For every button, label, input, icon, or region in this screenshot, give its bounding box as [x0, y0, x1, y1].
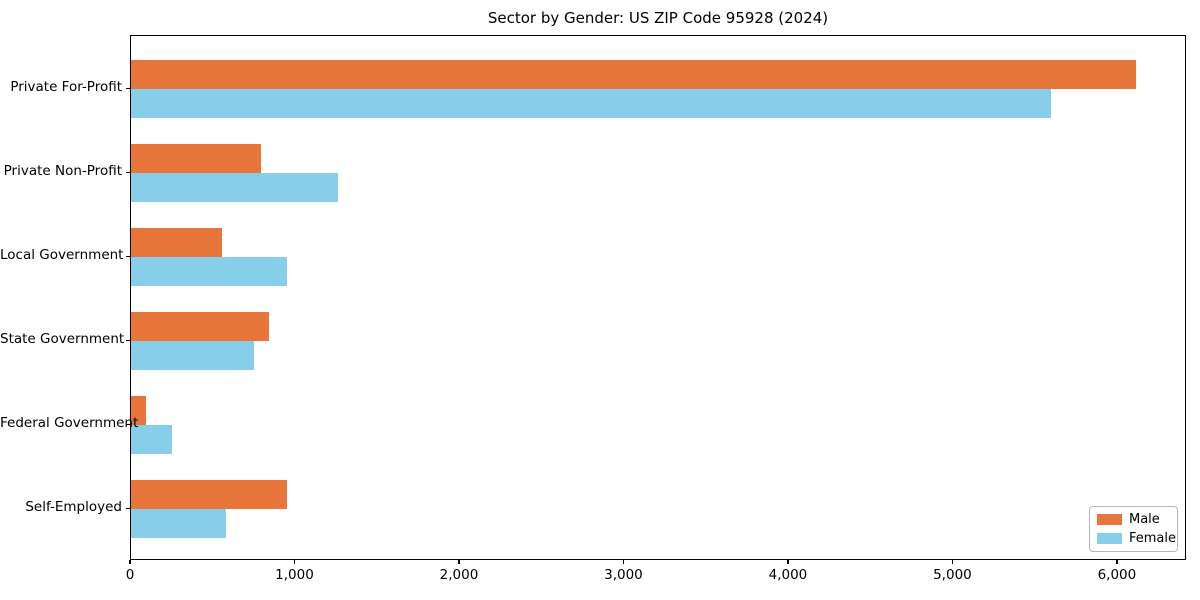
- ytick-label: Private Non-Profit: [3, 163, 122, 179]
- bar-female-1: [131, 173, 339, 202]
- bar-male-4: [131, 396, 146, 425]
- bar-female-2: [131, 257, 288, 286]
- legend-label: Male: [1129, 512, 1160, 527]
- bar-male-2: [131, 228, 222, 257]
- bar-female-3: [131, 341, 255, 370]
- bar-female-5: [131, 509, 227, 538]
- legend-swatch-female: [1097, 533, 1122, 544]
- ytick-mark: [126, 423, 130, 425]
- xtick-mark: [293, 560, 296, 564]
- ytick-mark: [126, 255, 130, 257]
- xtick-mark: [1116, 560, 1118, 564]
- bar-female-0: [131, 89, 1051, 118]
- ytick-label: Private For-Profit: [10, 79, 122, 95]
- xtick-mark: [129, 560, 131, 564]
- ytick-label: Self-Employed: [25, 499, 122, 515]
- xtick-mark: [622, 560, 625, 564]
- xtick-label: 0: [125, 567, 135, 583]
- ytick-mark: [126, 339, 130, 341]
- legend-entry-male: Male: [1097, 512, 1170, 527]
- legend: Male Female: [1089, 506, 1178, 552]
- ytick-label: Local Government: [0, 247, 124, 263]
- ytick-mark: [126, 171, 130, 173]
- xtick-label: 3,000: [604, 567, 643, 583]
- xtick-label: 1,000: [275, 567, 314, 583]
- xtick-mark: [787, 560, 789, 564]
- legend-entry-female: Female: [1097, 531, 1176, 546]
- ytick-mark: [126, 87, 130, 89]
- ytick-label: Federal Government: [0, 415, 139, 431]
- chart-title: Sector by Gender: US ZIP Code 95928 (202…: [487, 9, 829, 27]
- xtick-mark: [951, 560, 954, 564]
- legend-swatch-male: [1097, 514, 1122, 525]
- bar-male-3: [131, 312, 270, 341]
- xtick-label: 2,000: [439, 567, 479, 583]
- bar-male-5: [131, 480, 288, 509]
- ytick-mark: [126, 507, 130, 509]
- xtick-label: 4,000: [768, 567, 808, 583]
- bar-female-4: [131, 425, 173, 454]
- bar-male-1: [131, 144, 261, 173]
- plot-area: [130, 35, 1186, 560]
- xtick-label: 5,000: [933, 567, 972, 583]
- ytick-label: State Government: [0, 331, 125, 347]
- bar-male-0: [131, 60, 1136, 89]
- xtick-mark: [458, 560, 460, 564]
- legend-label: Female: [1129, 531, 1177, 546]
- xtick-label: 6,000: [1097, 567, 1137, 583]
